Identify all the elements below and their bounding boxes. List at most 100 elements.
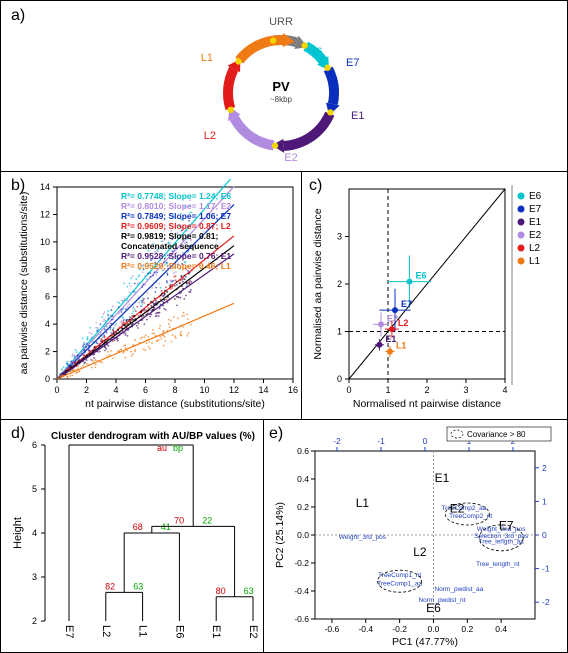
svg-text:Norm_pwdist_aa: Norm_pwdist_aa: [434, 586, 483, 593]
svg-text:E6: E6: [529, 191, 542, 202]
svg-text:6: 6: [32, 440, 37, 450]
svg-text:1: 1: [337, 327, 342, 337]
svg-text:PC1 (47.77%): PC1 (47.77%): [392, 636, 458, 648]
svg-text:6: 6: [143, 385, 148, 395]
svg-text:E1: E1: [351, 110, 364, 122]
svg-text:0.2: 0.2: [297, 502, 309, 512]
svg-text:-2: -2: [542, 597, 550, 607]
svg-text:2: 2: [45, 347, 50, 357]
svg-text:-0.4: -0.4: [358, 624, 373, 634]
svg-text:3: 3: [32, 572, 37, 582]
svg-text:70: 70: [174, 515, 184, 525]
svg-text:E1: E1: [435, 471, 450, 485]
svg-text:E6: E6: [173, 625, 185, 638]
svg-text:-0.2: -0.2: [294, 558, 309, 568]
svg-text:au: au: [157, 443, 167, 453]
panel-d-dendrogram: 2 3 4 5 6 Height Cluster dendrogram with AU/BP…: [7, 425, 261, 651]
svg-text:Concatenated sequence: Concatenated sequence: [121, 241, 219, 251]
svg-text:3: 3: [463, 385, 468, 395]
svg-text:E6: E6: [426, 601, 441, 615]
svg-text:5: 5: [32, 484, 37, 494]
svg-text:TreeComp1_nt: TreeComp1_nt: [378, 572, 421, 579]
svg-text:-0.6: -0.6: [294, 614, 309, 624]
svg-text:8: 8: [172, 385, 177, 395]
svg-text:14: 14: [258, 385, 268, 395]
svg-text:10: 10: [199, 385, 209, 395]
svg-text:E2: E2: [529, 230, 542, 241]
svg-text:-0.6: -0.6: [325, 624, 340, 634]
svg-text:E7: E7: [346, 57, 359, 69]
svg-text:Tree_length_nt: Tree_length_nt: [476, 561, 520, 568]
svg-text:0: 0: [423, 436, 428, 446]
svg-text:R²= 0.9609; Slope= 0.87; L2: R²= 0.9609; Slope= 0.87; L2: [121, 221, 231, 231]
svg-text:63: 63: [133, 581, 143, 591]
svg-text:2: 2: [542, 463, 547, 473]
svg-text:bp: bp: [173, 443, 183, 453]
svg-text:80: 80: [216, 586, 226, 596]
svg-text:2: 2: [337, 279, 342, 289]
svg-text:1: 1: [542, 496, 547, 506]
svg-text:0.6: 0.6: [297, 446, 309, 456]
svg-text:nt pairwise distance (substitu: nt pairwise distance (substitutions/site…: [85, 398, 265, 410]
svg-text:Covariance > 80: Covariance > 80: [467, 430, 526, 439]
svg-text:L2: L2: [398, 318, 409, 328]
svg-text:4: 4: [502, 385, 507, 395]
svg-text:41: 41: [161, 522, 171, 532]
svg-text:2: 2: [84, 385, 89, 395]
svg-text:12: 12: [229, 385, 239, 395]
svg-text:E7: E7: [529, 204, 542, 215]
svg-text:-2: -2: [333, 436, 341, 446]
svg-text:10: 10: [40, 237, 50, 247]
svg-text:R²= 0.9819; Slope= 0.81;: R²= 0.9819; Slope= 0.81;: [121, 231, 218, 241]
svg-text:PC2 (25.14%): PC2 (25.14%): [274, 502, 286, 568]
svg-text:22: 22: [202, 515, 212, 525]
svg-text:L2: L2: [529, 243, 541, 254]
svg-text:L2: L2: [413, 545, 427, 559]
svg-text:12: 12: [40, 209, 50, 219]
svg-text:4: 4: [32, 528, 37, 538]
panel-e-pca: -0.6-0.4-0.20.00.20.4-0.6-0.4-0.20.00.20…: [267, 423, 567, 651]
divider-bc: [301, 171, 302, 419]
svg-text:E1: E1: [385, 334, 396, 344]
svg-text:Weight_3rd_pos: Weight_3rd_pos: [339, 534, 387, 541]
svg-text:4: 4: [45, 319, 50, 329]
svg-text:0: 0: [337, 374, 342, 384]
svg-text:-0.4: -0.4: [294, 586, 309, 596]
svg-text:R²= 0.7849; Slope= 1.06; E7: R²= 0.7849; Slope= 1.06; E7: [121, 211, 231, 221]
svg-text:8: 8: [45, 264, 50, 274]
svg-text:E1: E1: [210, 625, 222, 638]
svg-text:E6: E6: [415, 271, 426, 281]
svg-text:L1: L1: [201, 52, 213, 64]
label-a: a): [11, 7, 25, 25]
svg-text:0: 0: [346, 385, 351, 395]
svg-text:Height: Height: [12, 517, 24, 549]
svg-text:1: 1: [385, 385, 390, 395]
svg-text:E7: E7: [401, 299, 412, 309]
svg-text:Normalised nt pairwise distanc: Normalised nt pairwise distance: [353, 398, 501, 410]
svg-text:Normalised aa pairwise distanc: Normalised aa pairwise distance: [312, 208, 324, 359]
svg-text:Cluster dendrogram with AU/BP: Cluster dendrogram with AU/BP values (%): [51, 431, 255, 442]
svg-text:0: 0: [54, 385, 59, 395]
svg-text:R²= 0.7748; Slope= 1.24; E6: R²= 0.7748; Slope= 1.24; E6: [121, 191, 231, 201]
svg-text:R²= 0.8010; Slope= 1.17; E2: R²= 0.8010; Slope= 1.17; E2: [121, 201, 231, 211]
svg-text:-1: -1: [377, 436, 385, 446]
svg-text:3: 3: [337, 232, 342, 242]
svg-text:~8kbp: ~8kbp: [270, 95, 293, 104]
svg-text:L1: L1: [137, 625, 149, 637]
svg-text:TreeComp1_aa: TreeComp1_aa: [377, 580, 422, 587]
svg-text:14: 14: [40, 182, 50, 192]
svg-text:0.2: 0.2: [461, 624, 473, 634]
svg-text:0: 0: [45, 374, 50, 384]
svg-text:2: 2: [32, 616, 37, 626]
svg-text:0.4: 0.4: [297, 474, 309, 484]
svg-text:Tree_length_aa: Tree_length_aa: [479, 538, 525, 545]
svg-text:L1: L1: [396, 340, 407, 350]
svg-text:6: 6: [45, 292, 50, 302]
divider-mid: [1, 419, 567, 420]
svg-text:16: 16: [288, 385, 298, 395]
panel-b-scatter: 024681012141602468101214R²= 0.7748; Slop…: [11, 179, 299, 417]
svg-text:68: 68: [133, 522, 143, 532]
svg-text:E7: E7: [499, 518, 514, 532]
svg-text:aa pairwise distance (substitu: aa pairwise distance (substitutions/site…: [18, 192, 30, 375]
svg-text:63: 63: [244, 586, 254, 596]
